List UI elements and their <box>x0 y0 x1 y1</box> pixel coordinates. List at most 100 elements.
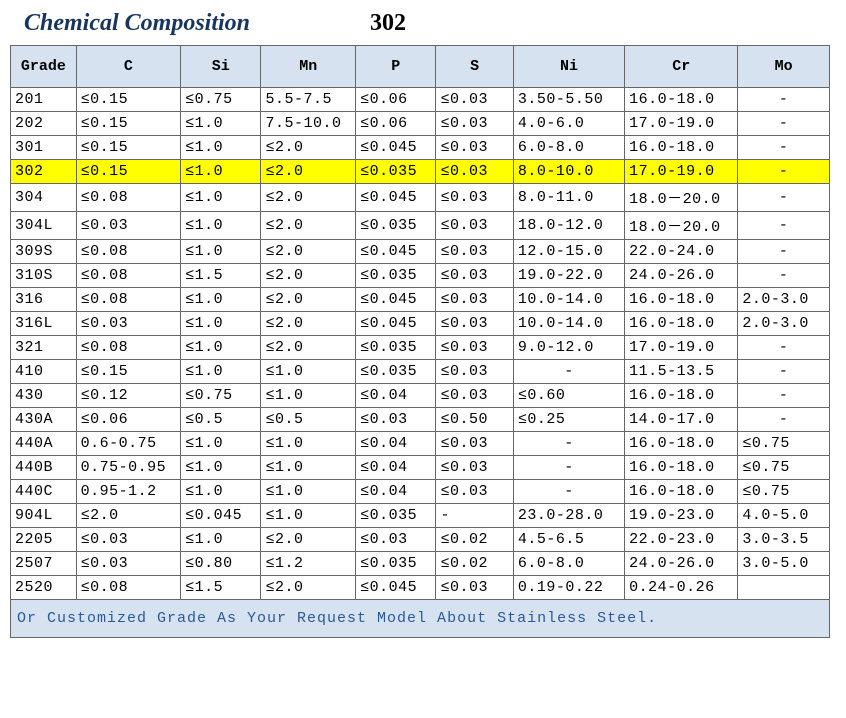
column-header: Si <box>181 46 261 88</box>
table-cell: ≤1.0 <box>181 336 261 360</box>
table-cell: 24.0-26.0 <box>625 264 738 288</box>
table-cell: ≤0.045 <box>356 288 436 312</box>
table-cell: ≤0.03 <box>76 552 180 576</box>
table-cell: ≤0.03 <box>436 432 513 456</box>
table-cell: ≤0.15 <box>76 136 180 160</box>
table-cell: ≤1.0 <box>181 528 261 552</box>
table-row: 2205≤0.03≤1.0≤2.0≤0.03≤0.024.5-6.522.0-2… <box>11 528 830 552</box>
table-row: 201≤0.15≤0.755.5-7.5≤0.06≤0.033.50-5.501… <box>11 88 830 112</box>
title-row: Chemical Composition 302 <box>10 10 836 37</box>
table-cell: 19.0-23.0 <box>625 504 738 528</box>
table-cell: - <box>738 264 830 288</box>
table-cell: 0.6-0.75 <box>76 432 180 456</box>
table-cell: ≤0.03 <box>436 288 513 312</box>
table-cell: 16.0-18.0 <box>625 456 738 480</box>
table-cell: 430 <box>11 384 77 408</box>
table-cell: 22.0-24.0 <box>625 240 738 264</box>
table-cell: 310S <box>11 264 77 288</box>
table-cell: - <box>513 360 624 384</box>
table-cell: ≤2.0 <box>261 528 356 552</box>
table-cell: 6.0-8.0 <box>513 552 624 576</box>
table-cell: ≤0.03 <box>436 160 513 184</box>
table-cell <box>738 576 830 600</box>
table-cell: 4.0-6.0 <box>513 112 624 136</box>
table-cell: 3.50-5.50 <box>513 88 624 112</box>
table-cell: 17.0-19.0 <box>625 336 738 360</box>
table-cell: ≤0.60 <box>513 384 624 408</box>
table-cell: ≤1.0 <box>181 112 261 136</box>
table-body: 201≤0.15≤0.755.5-7.5≤0.06≤0.033.50-5.501… <box>11 88 830 600</box>
table-cell: ≤0.045 <box>356 136 436 160</box>
table-cell: ≤0.02 <box>436 528 513 552</box>
table-cell: 304 <box>11 184 77 212</box>
table-cell: ≤0.75 <box>738 480 830 504</box>
table-cell: ≤0.035 <box>356 552 436 576</box>
table-cell: ≤1.0 <box>181 212 261 240</box>
table-row: 2507≤0.03≤0.80≤1.2≤0.035≤0.026.0-8.024.0… <box>11 552 830 576</box>
column-header: Mo <box>738 46 830 88</box>
table-cell: ≤0.04 <box>356 432 436 456</box>
column-header: C <box>76 46 180 88</box>
table-cell: ≤1.0 <box>181 312 261 336</box>
table-cell: ≤1.0 <box>181 456 261 480</box>
table-cell: ≤0.035 <box>356 212 436 240</box>
table-cell: ≤0.08 <box>76 184 180 212</box>
table-cell: 2507 <box>11 552 77 576</box>
table-cell: ≤0.03 <box>436 360 513 384</box>
table-row: 301≤0.15≤1.0≤2.0≤0.045≤0.036.0-8.016.0-1… <box>11 136 830 160</box>
table-cell: - <box>738 240 830 264</box>
table-cell: ≤0.08 <box>76 264 180 288</box>
table-cell: ≤1.2 <box>261 552 356 576</box>
table-cell: ≤0.04 <box>356 456 436 480</box>
table-cell: ≤0.03 <box>356 408 436 432</box>
table-cell: ≤0.75 <box>738 432 830 456</box>
table-cell: ≤0.03 <box>436 576 513 600</box>
table-row: 304L≤0.03≤1.0≤2.0≤0.035≤0.0318.0-12.018.… <box>11 212 830 240</box>
table-row: 2520≤0.08≤1.5≤2.0≤0.045≤0.030.19-0.220.2… <box>11 576 830 600</box>
table-cell: ≤1.0 <box>181 360 261 384</box>
table-cell: ≤2.0 <box>261 136 356 160</box>
table-cell: 0.24-0.26 <box>625 576 738 600</box>
table-cell: 8.0-11.0 <box>513 184 624 212</box>
table-cell: 440C <box>11 480 77 504</box>
table-cell: 16.0-18.0 <box>625 136 738 160</box>
table-cell: 202 <box>11 112 77 136</box>
table-cell: 17.0-19.0 <box>625 112 738 136</box>
table-footnote-row: Or Customized Grade As Your Request Mode… <box>11 600 830 638</box>
table-cell: 4.0-5.0 <box>738 504 830 528</box>
column-header: P <box>356 46 436 88</box>
table-row: 904L≤2.0≤0.045≤1.0≤0.035-23.0-28.019.0-2… <box>11 504 830 528</box>
table-cell: ≤2.0 <box>261 160 356 184</box>
table-cell: ≤0.75 <box>181 88 261 112</box>
table-cell: ≤0.15 <box>76 112 180 136</box>
table-head: GradeCSiMnPSNiCrMo <box>11 46 830 88</box>
table-row: 310S≤0.08≤1.5≤2.0≤0.035≤0.0319.0-22.024.… <box>11 264 830 288</box>
table-row: 302≤0.15≤1.0≤2.0≤0.035≤0.038.0-10.017.0-… <box>11 160 830 184</box>
table-row: 430≤0.12≤0.75≤1.0≤0.04≤0.03≤0.6016.0-18.… <box>11 384 830 408</box>
table-cell: ≤1.0 <box>261 480 356 504</box>
table-cell: 316L <box>11 312 77 336</box>
table-cell: ≤1.0 <box>261 456 356 480</box>
table-cell: - <box>738 384 830 408</box>
table-cell: ≤2.0 <box>261 288 356 312</box>
column-header: Cr <box>625 46 738 88</box>
table-cell: ≤2.0 <box>261 312 356 336</box>
table-cell: 24.0-26.0 <box>625 552 738 576</box>
table-cell: ≤2.0 <box>261 240 356 264</box>
table-cell: ≤0.5 <box>181 408 261 432</box>
column-header: Ni <box>513 46 624 88</box>
table-cell: 440A <box>11 432 77 456</box>
table-cell: ≤2.0 <box>261 336 356 360</box>
table-cell: ≤0.03 <box>436 240 513 264</box>
table-cell: - <box>436 504 513 528</box>
column-header: S <box>436 46 513 88</box>
table-cell: ≤0.12 <box>76 384 180 408</box>
table-cell: - <box>738 360 830 384</box>
table-cell: ≤0.50 <box>436 408 513 432</box>
table-cell: 302 <box>11 160 77 184</box>
table-cell: 22.0-23.0 <box>625 528 738 552</box>
table-cell: ≤0.03 <box>436 184 513 212</box>
table-cell: ≤1.5 <box>181 264 261 288</box>
table-row: 309S≤0.08≤1.0≤2.0≤0.045≤0.0312.0-15.022.… <box>11 240 830 264</box>
table-cell: - <box>738 336 830 360</box>
